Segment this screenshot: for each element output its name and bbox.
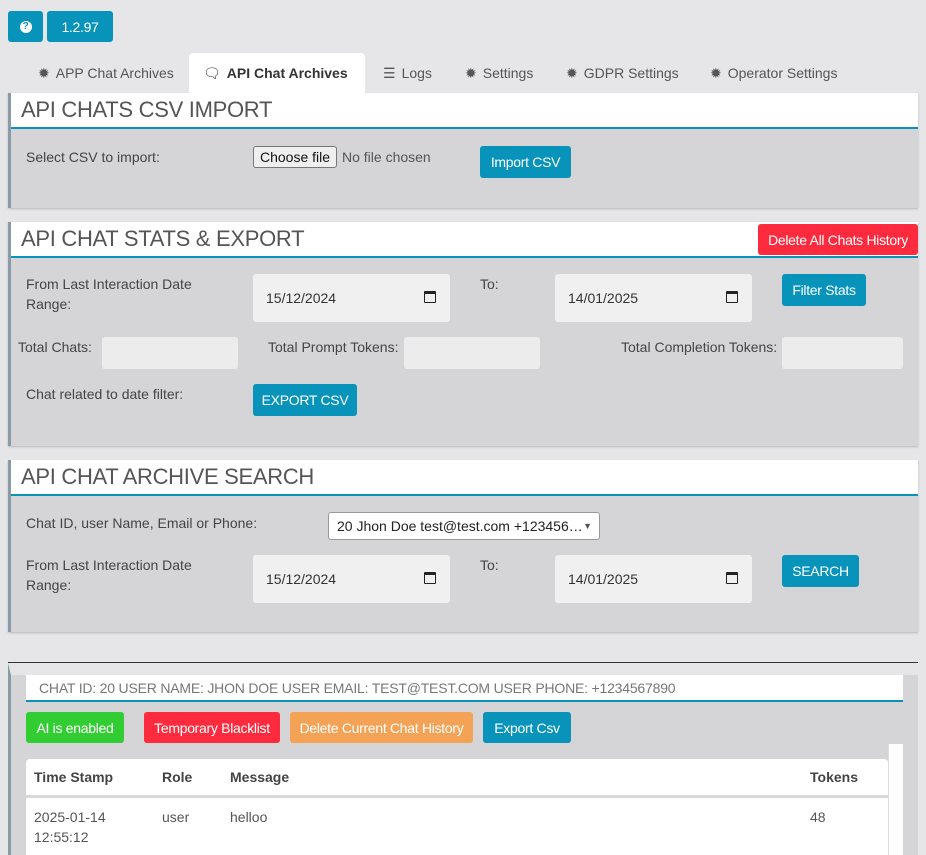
- tab-label: API Chat Archives: [226, 65, 348, 81]
- col-tokens: Tokens: [810, 768, 858, 785]
- scrollbar[interactable]: [888, 744, 903, 855]
- date-value: 15/12/2024: [266, 290, 337, 306]
- delete-all-chats-button[interactable]: Delete All Chats History: [758, 224, 918, 255]
- csv-import-panel: API CHATS CSV IMPORT Select CSV to impor…: [8, 93, 918, 208]
- messages-table: Time Stamp Role Message Tokens 2025-01-1…: [26, 759, 888, 847]
- date-value: 15/12/2024: [266, 571, 337, 587]
- col-timestamp: Time Stamp: [34, 768, 114, 785]
- to-label: To:: [480, 557, 499, 573]
- message-cell: helloo: [230, 808, 268, 825]
- total-prompt-label: Total Prompt Tokens:: [268, 339, 399, 355]
- date: 2025-01-14: [34, 808, 106, 825]
- panel-title: API CHAT ARCHIVE SEARCH: [11, 460, 918, 496]
- panel-title: API CHATS CSV IMPORT: [11, 93, 918, 129]
- temporary-blacklist-button[interactable]: Temporary Blacklist: [144, 712, 280, 743]
- choose-file-button[interactable]: Choose file: [253, 146, 338, 168]
- calendar-icon: [726, 291, 738, 303]
- calendar-icon: [424, 291, 436, 303]
- filter-stats-button[interactable]: Filter Stats: [782, 274, 866, 306]
- total-chats-label: Total Chats:: [18, 339, 92, 355]
- timestamp-cell: 2025-01-14 12:55:12: [26, 796, 162, 847]
- date-value: 14/01/2025: [568, 571, 639, 587]
- no-file-text: No file chosen: [342, 149, 431, 165]
- tab-label: Settings: [482, 65, 534, 81]
- caret-down-icon: ▼: [583, 521, 592, 531]
- col-role: Role: [162, 768, 193, 785]
- to-date-input[interactable]: 14/01/2025: [555, 555, 752, 603]
- tokens-cell: 48: [810, 808, 826, 825]
- gear-icon: ✹: [566, 64, 578, 81]
- list-icon: ☰: [383, 64, 396, 81]
- date-value: 14/01/2025: [568, 290, 639, 306]
- tab-label: Logs: [401, 65, 432, 81]
- role-cell: user: [162, 808, 190, 825]
- tab-logs[interactable]: ☰ Logs: [369, 53, 446, 93]
- help-button[interactable]: ?: [8, 11, 43, 42]
- csv-label: Select CSV to import:: [26, 149, 160, 165]
- tab-app-chat-archives[interactable]: ✹ APP Chat Archives: [24, 53, 188, 93]
- export-label: Chat related to date filter:: [26, 386, 184, 402]
- time: 12:55:12: [34, 828, 89, 845]
- total-prompt-value: [404, 337, 540, 369]
- from-date-input[interactable]: 15/12/2024: [253, 274, 450, 322]
- total-completion-value: [782, 337, 903, 369]
- date-range-label: From Last Interaction Date Range:: [26, 557, 192, 593]
- tab-label: GDPR Settings: [583, 65, 679, 81]
- archive-search-panel: API CHAT ARCHIVE SEARCH Chat ID, user Na…: [8, 460, 918, 632]
- to-date-input[interactable]: 14/01/2025: [555, 274, 752, 322]
- comments-icon: 🗨: [203, 64, 221, 81]
- chat-select[interactable]: 20 Jhon Doe test@test.com +123456… ▼: [328, 512, 600, 540]
- stats-export-panel: API CHAT STATS & EXPORT Delete All Chats…: [8, 222, 918, 446]
- gear-icon: ✹: [465, 64, 477, 81]
- tab-operator-settings[interactable]: ✹ Operator Settings: [696, 53, 851, 93]
- to-label: To:: [480, 276, 499, 292]
- delete-chat-history-button[interactable]: Delete Current Chat History: [290, 712, 473, 743]
- calendar-icon: [424, 572, 436, 584]
- search-button[interactable]: SEARCH: [782, 555, 859, 587]
- question-circle-icon: ?: [19, 20, 32, 33]
- query-label: Chat ID, user Name, Email or Phone:: [26, 515, 258, 531]
- import-csv-button[interactable]: Import CSV: [480, 146, 571, 178]
- from-date-input[interactable]: 15/12/2024: [253, 555, 450, 603]
- export-csv-button[interactable]: EXPORT CSV: [253, 384, 357, 416]
- chat-info-bar: CHAT ID: 20 USER NAME: JHON DOE USER EMA…: [26, 675, 903, 702]
- tab-label: Operator Settings: [727, 65, 838, 81]
- ai-enabled-button[interactable]: AI is enabled: [26, 712, 124, 743]
- version-button[interactable]: 1.2.97: [47, 11, 113, 42]
- gear-icon: ✹: [38, 64, 50, 81]
- tab-label: APP Chat Archives: [55, 65, 174, 81]
- calendar-icon: [726, 572, 738, 584]
- col-message: Message: [230, 768, 290, 785]
- export-chat-csv-button[interactable]: Export Csv: [483, 712, 571, 743]
- total-completion-label: Total Completion Tokens:: [621, 339, 778, 355]
- messages-table-wrap: Time Stamp Role Message Tokens 2025-01-1…: [26, 759, 888, 855]
- total-chats-value: [102, 337, 238, 369]
- selected-value: 20 Jhon Doe test@test.com +123456…: [337, 518, 583, 534]
- divider: [8, 662, 918, 663]
- table-row: 2025-01-14 12:55:12 user helloo 48: [26, 796, 888, 847]
- tab-api-chat-archives[interactable]: 🗨 API Chat Archives: [189, 53, 365, 93]
- tab-gdpr-settings[interactable]: ✹ GDPR Settings: [552, 53, 693, 93]
- gear-icon: ✹: [710, 64, 722, 81]
- tab-settings[interactable]: ✹ Settings: [451, 53, 547, 93]
- date-range-label: From Last Interaction Date Range:: [26, 276, 192, 312]
